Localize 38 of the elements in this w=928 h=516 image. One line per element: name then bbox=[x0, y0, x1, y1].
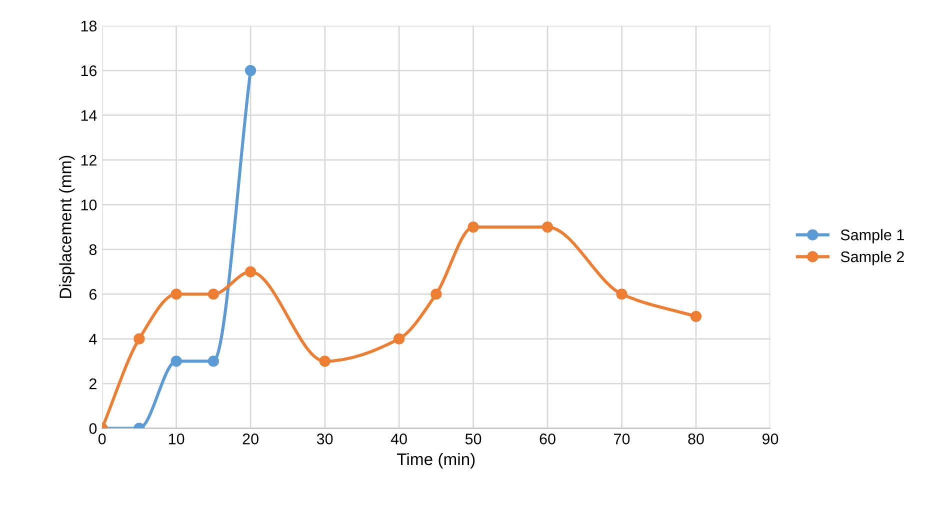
y-axis-title: Displacement (mm) bbox=[59, 156, 75, 298]
x-tick-label: 40 bbox=[390, 434, 407, 444]
point bbox=[134, 333, 145, 344]
point bbox=[468, 221, 479, 233]
point bbox=[430, 288, 442, 300]
y-tick-label: 10 bbox=[81, 200, 97, 210]
y-tick-label: 12 bbox=[81, 154, 96, 166]
point bbox=[208, 288, 219, 300]
x-tick-label: 30 bbox=[316, 434, 333, 444]
x-tick-label: 10 bbox=[168, 434, 184, 444]
point bbox=[208, 356, 219, 367]
point bbox=[319, 356, 330, 367]
x-tick-label: 0 bbox=[98, 434, 106, 444]
y-tick-label: 8 bbox=[89, 244, 97, 256]
point bbox=[170, 288, 182, 300]
point bbox=[245, 266, 256, 278]
x-tick-label: 80 bbox=[688, 434, 704, 444]
legend-label: Sample 1 bbox=[840, 229, 904, 244]
point bbox=[245, 64, 256, 76]
x-tick-label: 50 bbox=[465, 434, 482, 444]
y-tick-label: 4 bbox=[89, 334, 97, 344]
x-axis-title: Time (min) bbox=[397, 452, 475, 468]
point bbox=[616, 288, 628, 300]
x-tick-label: 60 bbox=[540, 434, 556, 444]
point bbox=[170, 356, 182, 367]
y-tick-label: 2 bbox=[89, 378, 96, 390]
point bbox=[542, 221, 554, 233]
y-tick-label: 6 bbox=[90, 288, 97, 300]
y-tick-label: 18 bbox=[81, 20, 97, 32]
x-tick-label: 70 bbox=[614, 434, 630, 444]
y-tick-label: 0 bbox=[89, 423, 97, 434]
point bbox=[393, 333, 405, 344]
x-tick-label: 90 bbox=[762, 434, 778, 444]
legend-label: Sample 2 bbox=[840, 250, 904, 266]
y-tick-label: 16 bbox=[81, 65, 97, 76]
point bbox=[690, 310, 702, 322]
y-tick-label: 14 bbox=[81, 110, 97, 121]
x-tick-label: 20 bbox=[242, 434, 258, 444]
